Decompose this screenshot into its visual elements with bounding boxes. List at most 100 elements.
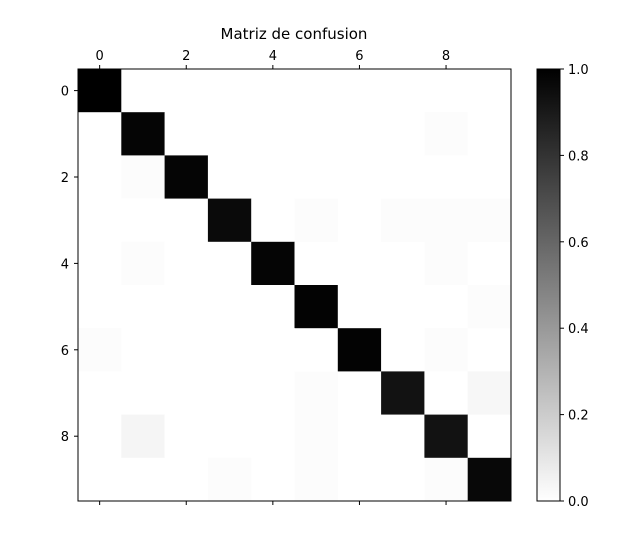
heatmap-cell-4-9 — [467, 241, 512, 286]
heatmap-cell-4-3 — [207, 241, 252, 286]
heatmap-cell-8-1 — [121, 414, 165, 459]
colorbar — [536, 68, 561, 502]
heatmap-cell-6-2 — [164, 328, 209, 372]
heatmap-cell-6-0 — [78, 328, 122, 372]
heatmap-cell-2-6 — [337, 155, 382, 199]
heatmap-cell-9-0 — [78, 457, 122, 502]
heatmap-cell-8-5 — [294, 414, 339, 459]
heatmap-cell-0-6 — [337, 69, 382, 113]
heatmap-cell-5-1 — [121, 285, 165, 329]
heatmap-cell-3-1 — [121, 198, 165, 243]
heatmap-cell-6-7 — [381, 328, 425, 372]
y-tick-label: 0 — [61, 85, 69, 100]
x-tick-label: 8 — [442, 49, 450, 64]
heatmap-cell-2-0 — [78, 155, 122, 199]
y-tick-label: 4 — [61, 257, 69, 272]
heatmap-cell-4-1 — [121, 241, 165, 286]
colorbar-tick-label: 0.4 — [568, 322, 589, 337]
heatmap-cell-4-5 — [294, 241, 339, 286]
heatmap-cell-1-9 — [467, 112, 512, 156]
heatmap-cell-7-9 — [467, 371, 512, 415]
heatmap-cell-5-4 — [251, 285, 295, 329]
heatmap-cell-1-0 — [78, 112, 122, 156]
heatmap-cell-2-8 — [424, 155, 468, 199]
heatmap-cell-9-4 — [251, 457, 295, 502]
heatmap-cell-4-2 — [164, 241, 209, 286]
heatmap-cell-2-5 — [294, 155, 339, 199]
heatmap-cell-0-2 — [164, 69, 209, 113]
heatmap-cell-1-5 — [294, 112, 339, 156]
heatmap-cells — [78, 69, 512, 502]
chart-title: Matriz de confusion — [221, 25, 368, 43]
heatmap-cell-6-6 — [337, 328, 382, 372]
heatmap-cell-0-4 — [251, 69, 295, 113]
heatmap-cell-7-4 — [251, 371, 295, 415]
heatmap-cell-5-2 — [164, 285, 209, 329]
heatmap-cell-0-8 — [424, 69, 468, 113]
heatmap-cell-7-0 — [78, 371, 122, 415]
heatmap-cell-3-5 — [294, 198, 339, 243]
heatmap-cell-4-8 — [424, 241, 468, 286]
heatmap-cell-9-7 — [381, 457, 425, 502]
heatmap-cell-4-6 — [337, 241, 382, 286]
heatmap-cell-0-5 — [294, 69, 339, 113]
heatmap-cell-7-3 — [207, 371, 252, 415]
heatmap-cell-1-1 — [121, 112, 165, 156]
heatmap-cell-6-1 — [121, 328, 165, 372]
heatmap-cell-2-7 — [381, 155, 425, 199]
heatmap-cell-6-4 — [251, 328, 295, 372]
y-tick-label: 6 — [61, 344, 69, 359]
heatmap-cell-1-6 — [337, 112, 382, 156]
heatmap-cell-3-9 — [467, 198, 512, 243]
colorbar-tick-label: 0.0 — [568, 495, 589, 510]
heatmap-cell-5-6 — [337, 285, 382, 329]
colorbar-tick-label: 0.8 — [568, 149, 589, 164]
heatmap-cell-0-1 — [121, 69, 165, 113]
heatmap-cell-9-8 — [424, 457, 468, 502]
heatmap-cell-0-7 — [381, 69, 425, 113]
y-tick-label: 8 — [61, 430, 69, 445]
heatmap-cell-4-0 — [78, 241, 122, 286]
heatmap-cell-1-8 — [424, 112, 468, 156]
heatmap-cell-1-2 — [164, 112, 209, 156]
heatmap-cell-7-5 — [294, 371, 339, 415]
heatmap-cell-0-9 — [467, 69, 512, 113]
heatmap-cell-8-4 — [251, 414, 295, 459]
colorbar-tick-label: 0.2 — [568, 409, 589, 424]
heatmap-cell-6-8 — [424, 328, 468, 372]
heatmap-cell-5-8 — [424, 285, 468, 329]
heatmap-cell-9-1 — [121, 457, 165, 502]
heatmap-cell-2-1 — [121, 155, 165, 199]
heatmap-cell-6-9 — [467, 328, 512, 372]
heatmap-cell-2-2 — [164, 155, 209, 199]
heatmap-cell-9-5 — [294, 457, 339, 502]
heatmap-cell-3-2 — [164, 198, 209, 243]
heatmap-cell-7-6 — [337, 371, 382, 415]
heatmap-cell-3-8 — [424, 198, 468, 243]
x-tick-label: 0 — [96, 49, 104, 64]
y-axis-ticks: 0 2 4 6 8 — [61, 85, 78, 445]
colorbar-tick-label: 1.0 — [568, 63, 589, 78]
heatmap-cell-8-9 — [467, 414, 512, 459]
heatmap-cell-7-2 — [164, 371, 209, 415]
heatmap-cell-0-0 — [78, 69, 122, 113]
heatmap-cell-3-4 — [251, 198, 295, 243]
heatmap-cell-8-2 — [164, 414, 209, 459]
heatmap-cell-1-4 — [251, 112, 295, 156]
heatmap-cell-7-1 — [121, 371, 165, 415]
y-tick-label: 2 — [61, 171, 69, 186]
heatmap-cell-5-3 — [207, 285, 252, 329]
heatmap-cell-4-7 — [381, 241, 425, 286]
x-axis-ticks: 0 2 4 6 8 — [96, 49, 450, 69]
colorbar-ticks: 0.0 0.2 0.4 0.6 0.8 1.0 — [560, 63, 589, 510]
heatmap-cell-8-6 — [337, 414, 382, 459]
heatmap-cell-8-7 — [381, 414, 425, 459]
x-tick-label: 4 — [269, 49, 277, 64]
heatmap-cell-0-3 — [207, 69, 252, 113]
x-tick-label: 2 — [182, 49, 190, 64]
heatmap-cell-9-3 — [207, 457, 252, 502]
heatmap-cell-1-7 — [381, 112, 425, 156]
heatmap-cell-3-6 — [337, 198, 382, 243]
plot-frame — [77, 68, 512, 502]
